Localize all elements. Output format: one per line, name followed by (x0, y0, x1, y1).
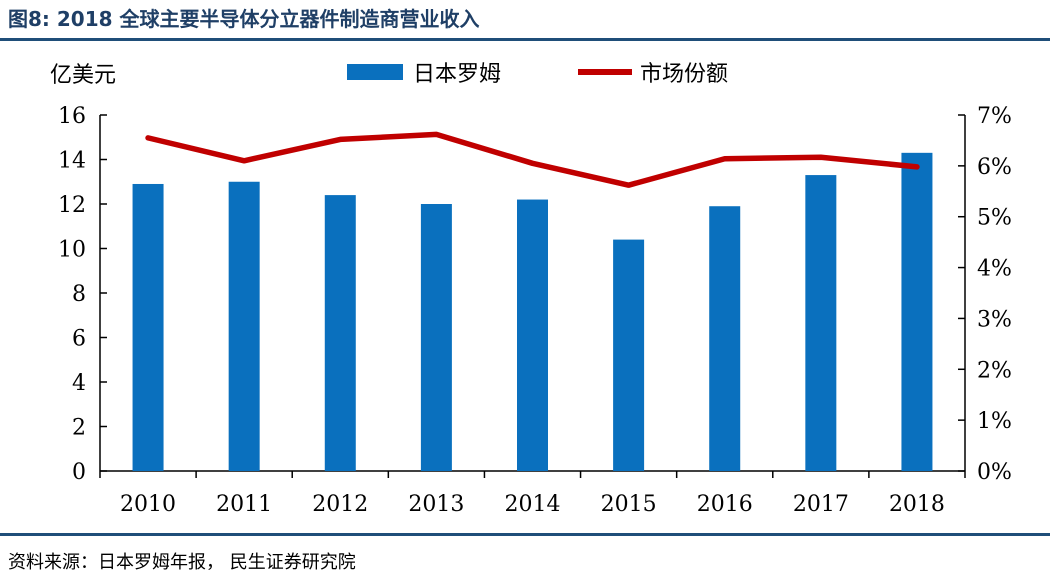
x-tick-label: 2017 (793, 492, 849, 517)
line-point (915, 165, 918, 168)
line-point (435, 133, 438, 136)
line-series (145, 131, 920, 188)
y-tick-label: 6 (72, 327, 86, 352)
line-point (147, 136, 150, 139)
bar (420, 204, 452, 471)
x-tick-label: 2018 (889, 492, 945, 517)
x-tick-label: 2015 (601, 492, 657, 517)
y-tick-label: 8 (72, 282, 86, 307)
y2-tick-labels: 0% 1% 2% 3% 4% 5% 6% 7% (977, 104, 1012, 485)
bar (613, 239, 645, 471)
market-share-line (145, 131, 920, 188)
source-note: 资料来源：日本罗姆年报， 民生证券研究院 (8, 552, 356, 573)
y-tick-label: 14 (58, 149, 86, 174)
line-point (723, 157, 726, 160)
footer-divider (0, 533, 1050, 536)
bar (324, 195, 356, 471)
bar (517, 199, 548, 472)
y2-tick-label: 6% (977, 155, 1012, 180)
y2-tick-label: 7% (977, 104, 1012, 129)
bar-series (132, 152, 933, 472)
x-tick-label: 2010 (120, 492, 176, 517)
x-tick-label: 2014 (505, 492, 561, 517)
y-tick-label: 0 (72, 460, 86, 485)
title-divider (0, 38, 1050, 41)
y2-tick-label: 2% (977, 358, 1012, 383)
line-point (819, 156, 822, 159)
bar (228, 181, 260, 471)
line-point (627, 184, 630, 187)
legend-label-bar: 日本罗姆 (413, 62, 501, 87)
line-point (243, 159, 246, 162)
line-point (339, 138, 342, 141)
y-tick-label: 2 (72, 416, 86, 441)
bar (805, 175, 837, 471)
y-tick-label: 12 (58, 193, 86, 218)
bar (709, 206, 741, 471)
y2-tick-label: 1% (977, 409, 1012, 434)
y-tick-labels: 0 2 4 6 8 10 12 14 16 (58, 104, 86, 485)
x-tick-label: 2012 (312, 492, 368, 517)
x-tick-label: 2011 (216, 492, 272, 517)
line-point (531, 162, 534, 165)
y-tick-label: 16 (58, 104, 86, 129)
x-tick-labels: 2010 2011 2012 2013 2014 2015 2016 2017 2018 (120, 492, 945, 517)
legend: 日本罗姆 市场份额 (347, 62, 728, 87)
x-tick-label: 2013 (408, 492, 464, 517)
legend-label-line: 市场份额 (640, 62, 728, 87)
y-tick-label: 4 (72, 371, 86, 396)
y2-tick-label: 4% (977, 257, 1012, 282)
y2-tick-label: 5% (977, 206, 1012, 231)
y2-tick-label: 3% (977, 307, 1012, 332)
y2-tick-label: 0% (977, 460, 1012, 485)
y-axis-label: 亿美元 (50, 63, 116, 88)
figure-title: 图8: 2018 全球主要半导体分立器件制造商营业收入 (8, 7, 480, 31)
y-tick-label: 10 (58, 238, 86, 263)
bar (132, 183, 164, 471)
bar (901, 152, 933, 471)
x-tick-label: 2016 (697, 492, 753, 517)
legend-swatch-bar (347, 64, 403, 80)
